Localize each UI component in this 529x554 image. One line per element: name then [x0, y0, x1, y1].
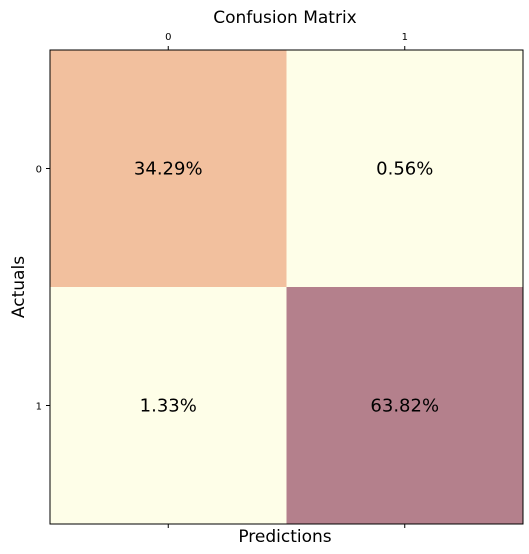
x-tick-label-0: 0 [165, 32, 171, 43]
heatmap-cells [50, 50, 523, 524]
heatmap-cell-r1-c1 [286, 287, 523, 524]
x-tick-label-1: 1 [402, 32, 408, 43]
cell-label-r0-c1: 0.56% [376, 159, 433, 180]
y-tick-label-0: 0 [36, 165, 42, 176]
axis-ticks: 0 1 0 1 [36, 32, 408, 528]
plot-frame [49, 49, 524, 525]
cell-labels: 34.29% 0.56% 1.33% 63.82% [134, 159, 439, 417]
y-tick-label-1: 1 [36, 402, 42, 413]
cell-label-r0-c0: 34.29% [134, 159, 203, 180]
y-axis-label: Actuals [9, 256, 29, 318]
chart-title: Confusion Matrix [213, 8, 357, 28]
x-axis-label: Predictions [238, 527, 331, 547]
heatmap-cell-r1-c0 [50, 287, 287, 524]
heatmap-cell-r0-c0 [50, 50, 287, 287]
heatmap-cell-r0-c1 [286, 50, 523, 287]
cell-label-r1-c1: 63.82% [370, 396, 439, 417]
cell-label-r1-c0: 1.33% [140, 396, 197, 417]
